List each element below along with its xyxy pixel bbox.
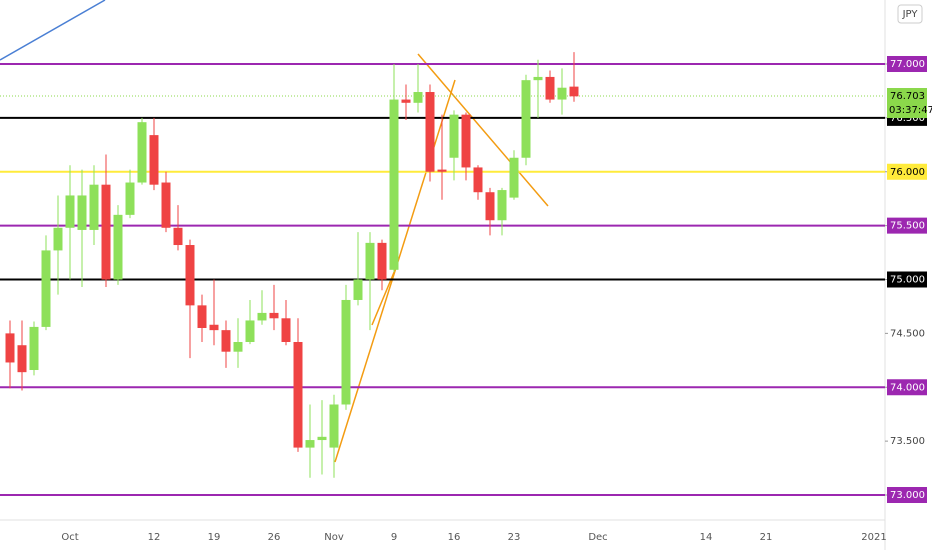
candle-body — [113, 214, 123, 280]
y-tick-label: 75.500 — [890, 221, 925, 232]
candle-body — [185, 245, 195, 306]
x-tick-label: 9 — [391, 532, 397, 543]
y-tick-label: 76.500 — [890, 113, 925, 124]
y-tick-label: 77.000 — [890, 59, 925, 70]
candle-body — [197, 305, 207, 328]
y-tick-box — [887, 487, 927, 504]
y-tick-label: 74.000 — [890, 382, 925, 393]
x-tick-label: 21 — [760, 532, 773, 543]
candle-body — [41, 250, 51, 327]
candle-body — [401, 99, 411, 103]
candle-body — [509, 157, 519, 198]
candle-body — [293, 341, 303, 448]
y-tick-box — [887, 379, 927, 396]
candle-body — [461, 114, 471, 168]
candle-body — [533, 76, 543, 81]
candle-body — [353, 279, 363, 300]
x-tick-label: 12 — [148, 532, 161, 543]
candle-body — [341, 299, 351, 405]
y-tick-label: 73.000 — [890, 490, 925, 501]
candle-body — [485, 192, 495, 221]
candle-body — [545, 76, 555, 100]
candle-body — [557, 87, 567, 100]
y-tick-label: 73.500 — [890, 436, 925, 447]
candle-body — [5, 333, 15, 363]
candle-body — [53, 227, 63, 251]
candle-body — [233, 341, 243, 352]
x-tick-label: 26 — [268, 532, 281, 543]
y-tick-label: 75.000 — [890, 275, 925, 286]
candle-body — [29, 326, 39, 371]
countdown: 03:37:47 — [889, 105, 932, 116]
candle-body — [17, 345, 27, 373]
candle-body — [317, 436, 327, 441]
candle-body — [221, 330, 231, 352]
last-price-label: 76.703 — [890, 91, 925, 102]
x-tick-label: 14 — [700, 532, 713, 543]
x-tick-label: Oct — [61, 532, 78, 543]
x-tick-label: Dec — [588, 532, 607, 543]
y-tick-box — [887, 217, 927, 234]
candle-body — [125, 182, 135, 215]
last-price-box — [887, 88, 927, 119]
y-tick-box — [887, 271, 927, 288]
candle-body — [329, 404, 339, 448]
candle-body — [365, 242, 375, 280]
candle-body — [269, 312, 279, 319]
x-tick-label: 2021 — [861, 532, 886, 543]
x-tick-label: 16 — [448, 532, 461, 543]
trend-line — [0, 0, 106, 61]
candle-body — [473, 167, 483, 193]
x-tick-label: 23 — [508, 532, 521, 543]
candle-body — [77, 195, 87, 230]
x-tick-label: Nov — [324, 532, 344, 543]
x-tick-label: 19 — [208, 532, 221, 543]
candle-body — [437, 169, 447, 172]
candle-body — [377, 242, 387, 280]
y-tick-box — [887, 56, 927, 73]
candle-body — [149, 135, 159, 185]
candle-body — [497, 190, 507, 221]
candle-body — [245, 320, 255, 342]
currency-box[interactable] — [897, 4, 923, 24]
candle-body — [161, 182, 171, 228]
candle-body — [173, 227, 183, 246]
candle-body — [413, 92, 423, 103]
candle-body — [569, 86, 579, 97]
candle-body — [137, 122, 147, 183]
currency[interactable]: JPY — [902, 9, 919, 20]
y-tick-label: 74.500 — [890, 328, 925, 339]
candle-body — [425, 92, 435, 172]
candle-body — [65, 195, 75, 228]
candle-body — [521, 80, 531, 158]
trend-line — [417, 53, 549, 207]
candle-body — [389, 99, 399, 270]
candle-body — [101, 184, 111, 280]
candle-body — [449, 114, 459, 158]
candle-body — [89, 184, 99, 230]
y-tick-box — [887, 163, 927, 180]
candle-body — [209, 324, 219, 331]
candle-body — [281, 318, 291, 342]
y-tick-label: 76.000 — [890, 167, 925, 178]
candle-body — [305, 440, 315, 448]
candle-body — [257, 312, 267, 321]
